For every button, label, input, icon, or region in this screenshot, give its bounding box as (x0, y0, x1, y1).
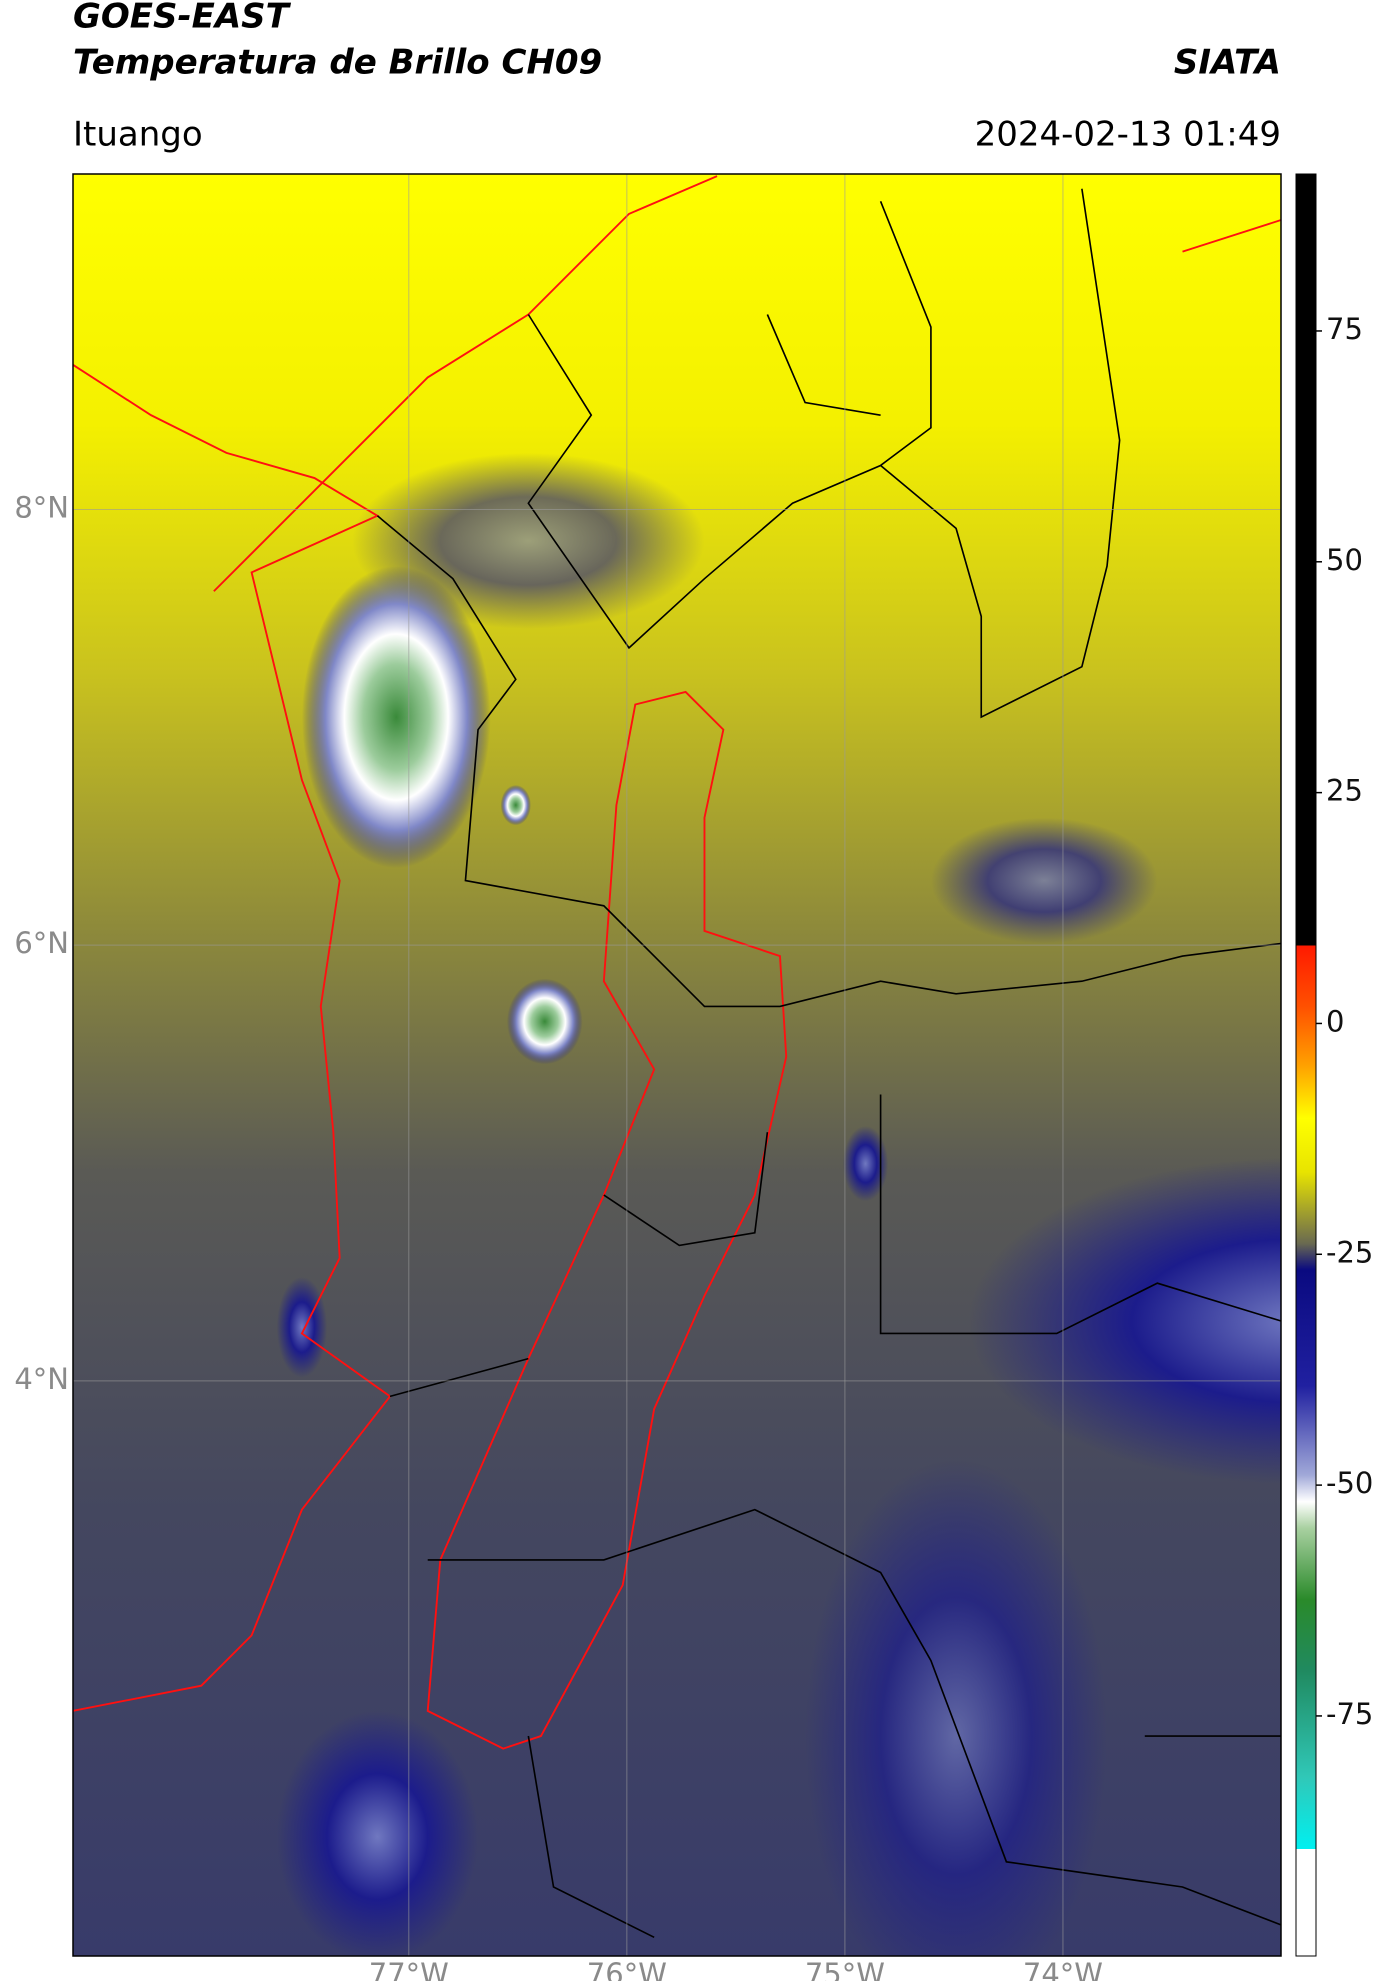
colorbar-tick-label: -50 (1326, 1466, 1373, 1500)
colorbar-tick-label: -25 (1326, 1235, 1373, 1269)
location: Ituango (73, 115, 203, 155)
colorbar-tick-label: 75 (1326, 312, 1363, 346)
x-tick-label: 77°W (369, 1957, 449, 1981)
colorbar-tick-label: -75 (1326, 1697, 1373, 1731)
colorbar-tick-label: 25 (1326, 774, 1363, 808)
x-tick-label: 75°W (805, 1957, 885, 1981)
map-image (73, 174, 1281, 1956)
colorbar (1295, 173, 1317, 1957)
timestamp: 2024-02-13 01:49 (975, 115, 1281, 155)
colorbar-tick-label: 50 (1326, 543, 1363, 577)
y-tick-label: 6°N (14, 926, 69, 960)
source: SIATA (1174, 43, 1281, 83)
title: GOES-EAST (73, 0, 292, 37)
y-tick-label: 4°N (14, 1362, 69, 1396)
subtitle: Temperatura de Brillo CH09 (73, 43, 602, 83)
x-tick-label: 76°W (587, 1957, 667, 1981)
map-frame (72, 173, 1282, 1957)
colorbar-tick-label: 0 (1326, 1004, 1344, 1038)
x-tick-label: 74°W (1023, 1957, 1103, 1981)
y-tick-label: 8°N (14, 490, 69, 524)
